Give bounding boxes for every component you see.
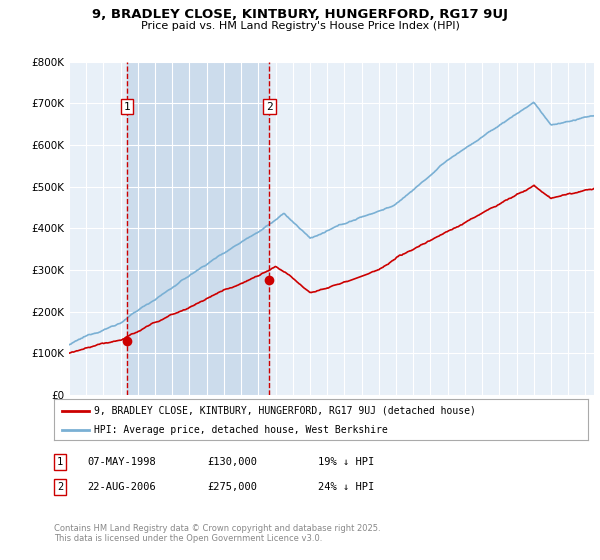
Text: 1: 1 xyxy=(57,457,63,467)
Text: 1: 1 xyxy=(123,101,130,111)
Text: 9, BRADLEY CLOSE, KINTBURY, HUNGERFORD, RG17 9UJ: 9, BRADLEY CLOSE, KINTBURY, HUNGERFORD, … xyxy=(92,8,508,21)
Bar xyxy=(127,62,269,395)
Text: 19% ↓ HPI: 19% ↓ HPI xyxy=(318,457,374,467)
Text: 9, BRADLEY CLOSE, KINTBURY, HUNGERFORD, RG17 9UJ (detached house): 9, BRADLEY CLOSE, KINTBURY, HUNGERFORD, … xyxy=(94,405,476,416)
Text: HPI: Average price, detached house, West Berkshire: HPI: Average price, detached house, West… xyxy=(94,424,388,435)
Text: Contains HM Land Registry data © Crown copyright and database right 2025.
This d: Contains HM Land Registry data © Crown c… xyxy=(54,524,380,543)
Text: £275,000: £275,000 xyxy=(207,482,257,492)
Text: Price paid vs. HM Land Registry's House Price Index (HPI): Price paid vs. HM Land Registry's House … xyxy=(140,21,460,31)
Text: 24% ↓ HPI: 24% ↓ HPI xyxy=(318,482,374,492)
Text: 07-MAY-1998: 07-MAY-1998 xyxy=(87,457,156,467)
Text: £130,000: £130,000 xyxy=(207,457,257,467)
Text: 22-AUG-2006: 22-AUG-2006 xyxy=(87,482,156,492)
Text: 2: 2 xyxy=(266,101,273,111)
Text: 2: 2 xyxy=(57,482,63,492)
